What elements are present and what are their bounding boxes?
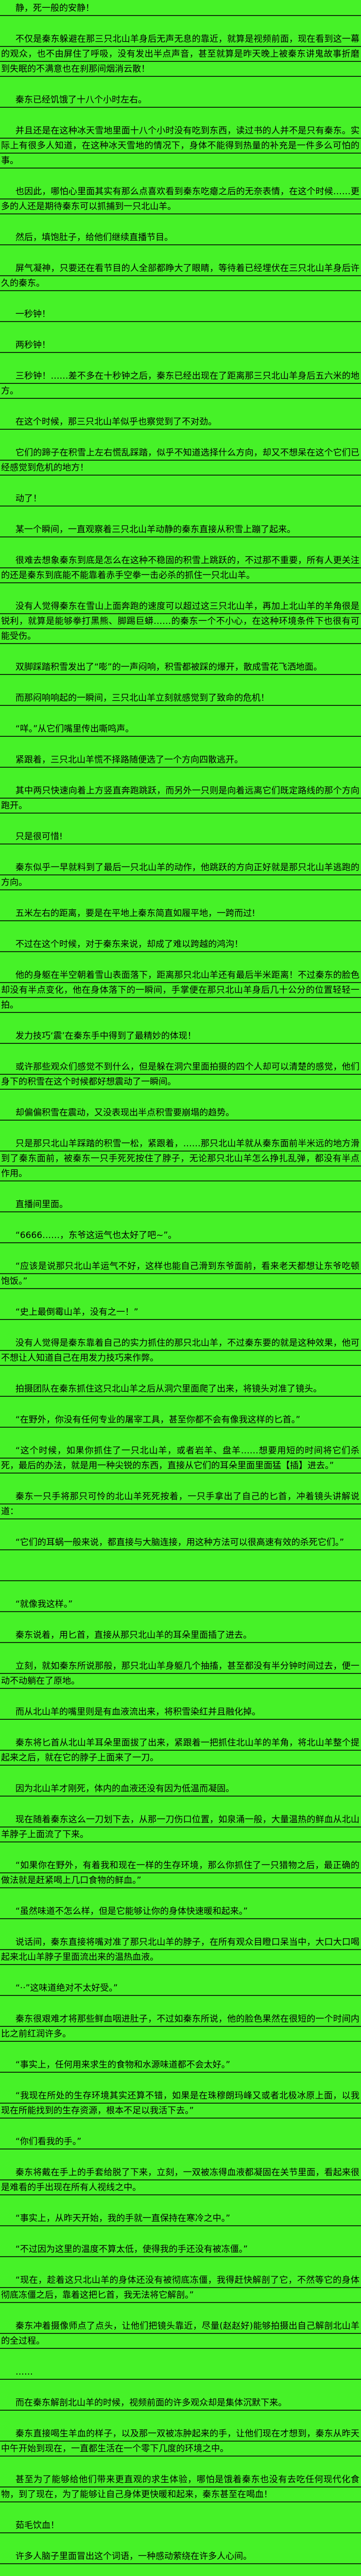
paragraph: 三秒钟！……差不多在十秒钟之后，秦东已经出现在了距离那三只北山羊身后五六米的地方…	[0, 369, 361, 399]
paragraph: “咩。”从它们嘴里传出嘶鸣声。	[0, 722, 361, 737]
paragraph: 不仅是秦东躲避在那三只北山羊身后无声无息的靠近，就算是视频前面，现在看到这一幕的…	[0, 32, 361, 77]
paragraph: 因为北山羊才刚死，体内的血液还没有因为低温而凝固。	[0, 1782, 361, 1797]
paragraph: 没有人觉得秦东在雪山上面奔跑的速度可以超过这三只北山羊，再加上北山羊的羊角很是锐…	[0, 599, 361, 644]
paragraph: 没有人觉得是秦东靠着自己的实力抓住的那只北山羊，不过秦东要的就是这种效果，他可不…	[0, 1336, 361, 1366]
paragraph: 而在秦东解剖北山羊的时候，视频前面的许多观众却是集体沉默下来。	[0, 2396, 361, 2411]
paragraph: 很难去想象秦东到底是怎么在这种不稳固的积雪上跳跃的，不过那不重要，所有人更关注的…	[0, 553, 361, 583]
paragraph: “史上最倒霉山羊，没有之一！”	[0, 1305, 361, 1320]
paragraph: 它们的蹄子在积雪上左右慌乱踩踏，似乎不知道选择什么方向，却又不想呆在这个它们已经…	[0, 446, 361, 476]
paragraph: “如果你在野外，有着我和现在一样的生存环境，那么你抓住了一只猎物之后，最正确的做…	[0, 1858, 361, 1888]
paragraph: 直播间里面。	[0, 1197, 361, 1212]
paragraph: 并且还是在这种冰天雪地里面十八个小时没有吃到东西，读过书的人并不是只有秦东。实际…	[0, 124, 361, 168]
paragraph: 秦东一只手将那只可怜的北山羊死死按着，一只手拿出了自己的匕首，冲着镜头讲解说道：	[0, 1489, 361, 1519]
paragraph: 秦东很艰难才将那些鲜血咽进肚子，不过如秦东所说，他的脸色果然在很短的一个时间内比…	[0, 2012, 361, 2042]
paragraph: 现在随着秦东这么一刀划下去，从那一刀伤口位置，如泉涌一般，大量温热的鲜血从北山羊…	[0, 1812, 361, 1842]
paragraph: 也因此，哪怕心里面其实有那么点喜欢看到秦东吃瘪之后的无奈表情，在这个时候……更多…	[0, 184, 361, 214]
paragraph: 秦东说着，用匕首，直接从那只北山羊的耳朵里面插了进去。	[0, 1628, 361, 1643]
paragraph: 五米左右的距离，要是在平地上秦东简直如履平地，一跨而过!	[0, 906, 361, 921]
paragraph: 说话间，秦东直接将嘴对准了那只北山羊的脖子，在所有观众目瞪口呆当中，大口大口喝起…	[0, 1935, 361, 1965]
paragraph: “不过因为这里的温度不算太低，使得我的手还没有被冻僵。”	[0, 2242, 361, 2257]
paragraph: 他的身躯在半空朝着雪山表面落下，距离那只北山羊还有最后半米距离！不过秦东的脸色却…	[0, 968, 361, 1013]
paragraph: 秦东似乎一早就料到了最后一只北山羊的动作，他跳跃的方向正好就是那只北山羊逃跑的方…	[0, 860, 361, 890]
paragraph: 在这个时候，那三只北山羊似乎也察觉到了不对劲。	[0, 415, 361, 430]
paragraph: 两秒钟！	[0, 338, 361, 353]
paragraph: 其中两只快速向着上方竖直奔跑跳跃，而另外一只则是向着远离它们既定路线的那个方向跑…	[0, 784, 361, 814]
paragraph: “就像我这样。”	[0, 1597, 361, 1612]
paragraph: 一秒钟！	[0, 307, 361, 322]
paragraph: 屏气凝神，只要还在看节目的人全部都睁大了眼睛，等待着已经埋伏在三只北山羊身后许久…	[0, 261, 361, 291]
paragraph: 静，死一般的安静！	[0, 1, 361, 16]
paragraph: “事实上，任何用来求生的食物和水源味道都不会太好。”	[0, 2058, 361, 2073]
paragraph: 只是那只北山羊踩踏的积雪一松，紧跟着，……那只北山羊就从秦东面前半米远的地方滑到…	[0, 1137, 361, 1181]
paragraph: “6666……，东爷这运气也太好了吧~”。	[0, 1228, 361, 1243]
paragraph: “你们看我的手。”	[0, 2134, 361, 2149]
paragraph: 立刻，就如秦东所说那般，那只北山羊身躯几个抽搐，甚至都没有半分钟时间过去，便一动…	[0, 1659, 361, 1689]
paragraph: ……	[0, 2365, 361, 2380]
paragraph: 秦东将戴在手上的手套给脱了下来，立刻，一双被冻得血液都凝固在关节里面，看起来很是…	[0, 2165, 361, 2195]
paragraph: 某一个瞬间，一直观察着三只北山羊动静的秦东直接从积雪上蹦了起来。	[0, 522, 361, 537]
paragraph: “应该是说那只北山羊运气不好，这样也能自己滑到东爷面前，看来老天都想让东爷吃顿饱…	[0, 1259, 361, 1289]
paragraph: 拍摄团队在秦东抓住这只北山羊之后从洞穴里面爬了出来，将镜头对准了镜头。	[0, 1382, 361, 1397]
paragraph: “它们的耳蜗一般来说，都直接与大脑连接，用这种方法可以很高速有效的杀死它们。”	[0, 1535, 361, 1550]
paragraph: “在野外，你没有任何专业的屠宰工具，甚至你都不会有像我这样的匕首。”	[0, 1413, 361, 1428]
paragraph: 发力技巧‘震’在秦东手中得到了最精妙的体现！	[0, 1029, 361, 1044]
paragraph: 却偏偏积雪在震动，又没表现出半点积雪要崩塌的趋势。	[0, 1106, 361, 1121]
paragraph: 双脚踩踏积雪发出了“嘭”的一声闷响，积雪都被踩的爆开，散成雪花飞洒地面。	[0, 660, 361, 675]
paragraph: 动了！	[0, 492, 361, 506]
paragraph: “事实上，从昨天开始，我的手就一直保持在寒冷之中。”	[0, 2211, 361, 2226]
paragraph: 秦东将匕首从北山羊耳朵里面拔了出来，紧跟着一把抓住北山羊的羊角，将北山羊整个提起…	[0, 1736, 361, 1766]
paragraph: “虽然味道不怎么样，但是它能够让你的身体快速暖和起来。”	[0, 1904, 361, 1919]
paragraph: “现在，趁着这只北山羊的身体还没有被彻底冻僵，我得赶快解剖了它，不然等它的身体彻…	[0, 2273, 361, 2303]
paragraph: 然后，填饱肚子，给他们继续直播节目。	[0, 230, 361, 245]
paragraph: 而从北山羊的嘴里则是有血液流出来，将积雪染红并且融化掉。	[0, 1705, 361, 1720]
paragraph: 不过在这个时候，对于秦东来说，却成了难以跨越的鸿沟！	[0, 937, 361, 952]
paragraph: 紧跟着，三只北山羊慌不择路随便选了一个方向四散逃开。	[0, 753, 361, 768]
paragraph: 秦东直接喝生羊血的样子，以及那一双被冻肿起来的手，让他们现在才想到，秦东从昨天中…	[0, 2427, 361, 2456]
paragraph: 甚至为了能够给他们带来更直观的求生体验，哪怕是饿着秦东也没有去吃任何现代化食物，…	[0, 2472, 361, 2502]
paragraph: 只是很可惜!	[0, 829, 361, 844]
paragraph: 茹毛饮血！	[0, 2518, 361, 2533]
paragraph: 秦东已经饥饿了十八个小时左右。	[0, 93, 361, 108]
paragraph: “··”这味道绝对不太好受。”	[0, 1981, 361, 1996]
paragraph: 或许那些观众们感觉不到什么，但是躲在洞穴里面拍摄的四个人却可以清楚的感觉，他们身…	[0, 1060, 361, 1090]
paragraph: 秦东冲着摄像师点了点头，让他们把镜头靠近，尽量(赵赵好)能够拍摄出自己解剖北山羊…	[0, 2319, 361, 2349]
paragraph: 而那闷响响起的一瞬间，三只北山羊立刻就感觉到了致命的危机！	[0, 691, 361, 706]
paragraph: “我现在所处的生存环境其实还算不错，如果是在珠穆朗玛峰又或者北极冰原上面，以我现…	[0, 2089, 361, 2119]
blank-ruled-line	[0, 1566, 361, 1581]
paragraph: “这个时候，如果你抓住了一只北山羊，或者岩羊、盘羊……想要用短的时间将它们杀死，…	[0, 1444, 361, 1473]
paragraph: 许多人脑子里面冒出这个词语，一种感动萦绕在许多人心间。	[0, 2549, 361, 2564]
